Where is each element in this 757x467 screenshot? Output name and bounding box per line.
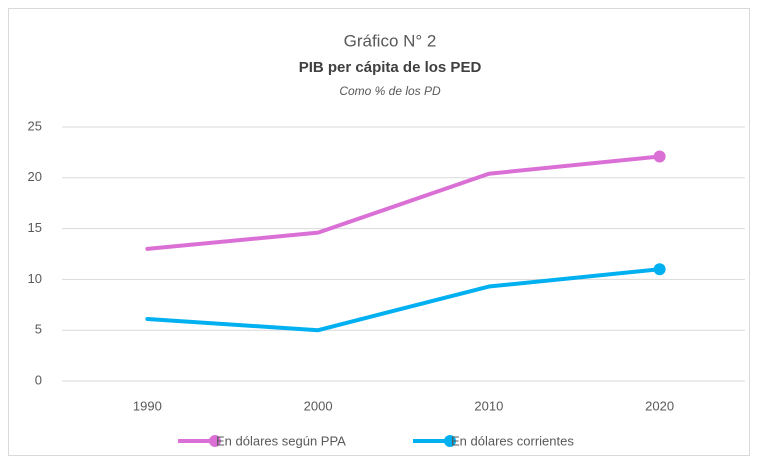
series-line <box>145 267 662 333</box>
x-tick-label: 2000 <box>304 398 333 413</box>
x-tick-label: 1990 <box>133 398 162 413</box>
y-tick-label: 5 <box>35 322 42 337</box>
legend-marker <box>444 435 456 447</box>
y-tick-label: 20 <box>28 169 42 184</box>
end-marker <box>653 150 666 163</box>
y-tick-label: 0 <box>35 372 42 387</box>
end-marker <box>653 263 666 276</box>
y-tick-label: 10 <box>28 271 42 286</box>
y-tick-label: 25 <box>28 118 42 133</box>
y-tick-label: 15 <box>28 220 42 235</box>
legend-label: En dólares según PPA <box>216 433 346 448</box>
x-tick-label: 2020 <box>645 398 674 413</box>
series-line <box>145 154 662 251</box>
chart-note: Como % de los PD <box>339 84 441 98</box>
chart-title: Gráfico N° 2 <box>344 31 437 50</box>
legend-marker <box>209 435 221 447</box>
x-tick-label: 2010 <box>474 398 503 413</box>
legend-label: En dólares corrientes <box>451 433 574 448</box>
chart-subtitle: PIB per cápita de los PED <box>299 59 482 76</box>
